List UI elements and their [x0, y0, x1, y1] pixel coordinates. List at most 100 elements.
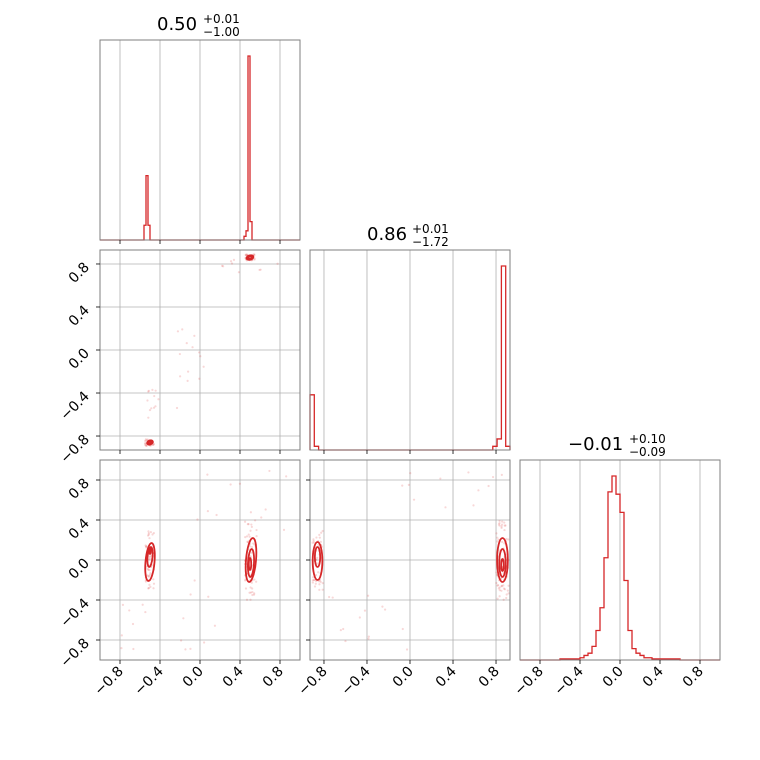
- density-contour: [313, 546, 322, 568]
- sample-point: [276, 262, 279, 265]
- sample-point: [213, 624, 217, 627]
- sample-point: [144, 444, 147, 447]
- sample-point: [504, 524, 507, 527]
- sample-point: [498, 522, 501, 525]
- x-tick-label: −0.8: [295, 664, 330, 699]
- sample-point: [251, 590, 254, 594]
- sample-point: [149, 585, 152, 588]
- histogram-3: [520, 475, 720, 661]
- title-upper-error: +0.10: [629, 432, 666, 446]
- x-tick-label: 0.4: [433, 663, 460, 690]
- y-tick-label: −0.4: [57, 595, 92, 630]
- density-contour: [498, 548, 507, 578]
- sample-point: [500, 523, 504, 526]
- y-tick-label: 0.4: [66, 515, 93, 542]
- sample-point: [145, 444, 148, 447]
- sample-point: [313, 585, 317, 588]
- sample-point: [505, 537, 508, 541]
- density-contour: [311, 541, 324, 581]
- x-tick-label: 0.0: [390, 664, 417, 691]
- sample-point: [148, 555, 151, 558]
- sample-point: [149, 572, 152, 575]
- sample-point: [316, 562, 319, 565]
- title-value: −0.01: [568, 434, 623, 455]
- sample-point: [144, 443, 147, 446]
- sample-point: [148, 537, 151, 540]
- y-tick-label: 0.8: [66, 259, 93, 286]
- sample-point: [503, 542, 506, 545]
- sample-point: [152, 532, 155, 535]
- sample-point: [179, 375, 182, 378]
- sample-point: [500, 525, 503, 528]
- y-tick-label: −0.8: [57, 636, 92, 671]
- sample-point: [144, 610, 147, 614]
- sample-point: [503, 528, 506, 532]
- sample-point: [491, 475, 495, 479]
- sample-point: [147, 530, 150, 533]
- sample-point: [412, 498, 416, 501]
- sample-point: [367, 594, 370, 597]
- sample-point: [497, 587, 500, 590]
- sample-point: [253, 592, 256, 595]
- sample-point: [243, 520, 247, 523]
- sample-point: [249, 529, 252, 532]
- sample-point: [502, 598, 505, 601]
- sample-point: [146, 567, 149, 570]
- panel-0-0: [99, 39, 301, 244]
- sample-point: [498, 524, 501, 527]
- sample-point: [147, 568, 150, 571]
- y-tick-label: 0.0: [66, 346, 93, 373]
- x-tick-label: −0.4: [338, 663, 373, 698]
- sample-point: [154, 405, 157, 408]
- sample-point: [315, 558, 318, 562]
- sample-point: [498, 586, 501, 589]
- sample-point: [132, 647, 135, 651]
- panel-1-1: [309, 249, 511, 454]
- density-contour: [148, 547, 152, 555]
- sample-point: [311, 541, 314, 544]
- sample-point: [501, 540, 504, 544]
- sample-point: [193, 579, 196, 582]
- sample-point: [500, 589, 503, 592]
- sample-point: [145, 546, 148, 549]
- sample-point: [495, 571, 498, 574]
- y-tick-label: 0.8: [66, 476, 93, 503]
- x-tick-label: 0.4: [640, 663, 667, 690]
- x-tick-label: −0.8: [91, 664, 126, 699]
- sample-point: [244, 587, 248, 590]
- sample-point: [145, 545, 148, 548]
- sample-point: [187, 370, 190, 373]
- title-lower-error: −1.72: [412, 235, 449, 249]
- sample-point: [202, 365, 205, 368]
- sample-point: [245, 598, 249, 601]
- sample-point: [175, 406, 179, 410]
- title-upper-error: +0.01: [412, 222, 449, 236]
- sample-point: [144, 544, 147, 547]
- sample-point: [250, 581, 253, 584]
- histogram-2: [309, 265, 511, 451]
- x-tick-label: 0.0: [600, 664, 627, 691]
- sample-point: [146, 438, 149, 441]
- sample-point: [312, 576, 315, 579]
- sample-point: [152, 587, 155, 590]
- sample-point: [147, 586, 151, 590]
- sample-point: [182, 617, 185, 620]
- panel-2-1: −0.8 −0.4 0.0 0.4 0.8: [295, 459, 511, 699]
- sample-point: [255, 580, 258, 583]
- density-contour: [144, 542, 156, 582]
- sample-point: [179, 639, 183, 642]
- sample-point: [496, 584, 499, 587]
- sample-point: [128, 609, 131, 612]
- sample-point: [186, 379, 189, 382]
- sample-point: [255, 528, 258, 532]
- sample-point: [253, 519, 257, 522]
- sample-point: [496, 536, 499, 539]
- sample-point: [206, 473, 209, 476]
- sample-point: [244, 253, 247, 256]
- sample-point: [249, 511, 252, 514]
- sample-point: [246, 523, 249, 526]
- x-tick-label: −0.8: [511, 664, 546, 699]
- x-tick-label: 0.4: [220, 663, 247, 690]
- sample-point: [147, 389, 151, 392]
- sample-point: [157, 398, 160, 401]
